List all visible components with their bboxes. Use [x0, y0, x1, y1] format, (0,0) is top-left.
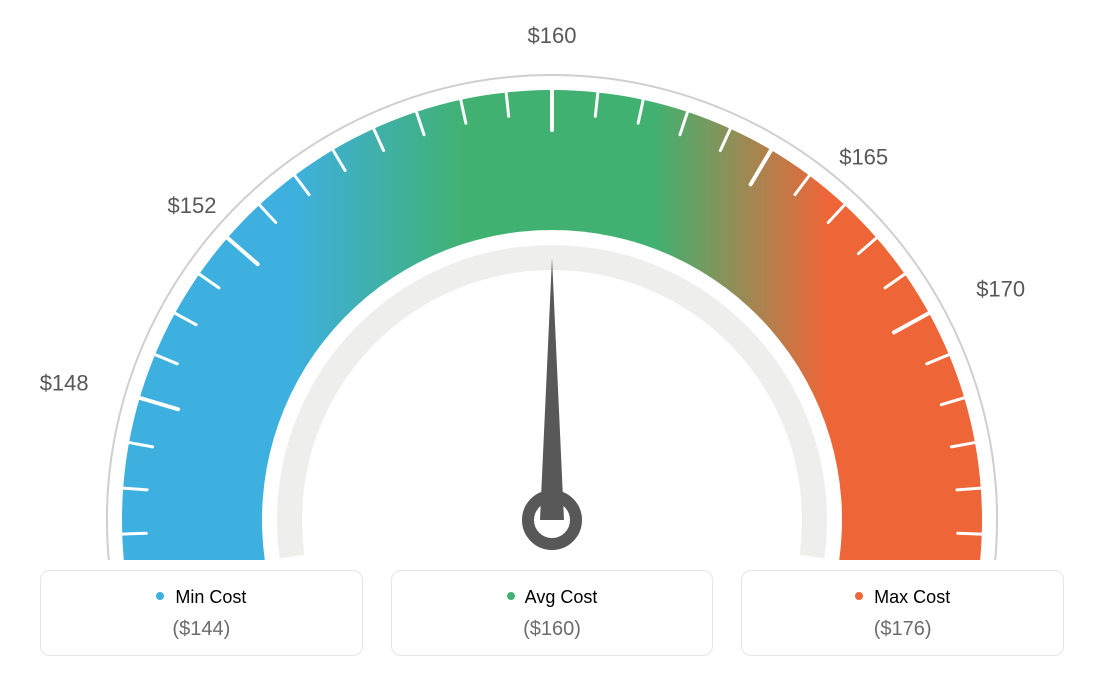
legend-min-title: Min Cost — [51, 587, 352, 608]
legend-max-value: ($176) — [752, 618, 1053, 641]
legend-min-value: ($144) — [51, 618, 352, 641]
legend-max-label: Max Cost — [874, 587, 950, 607]
legend-avg: Avg Cost ($160) — [391, 570, 714, 656]
legend-avg-value: ($160) — [402, 618, 703, 641]
legend-avg-title: Avg Cost — [402, 587, 703, 608]
svg-text:$148: $148 — [40, 370, 89, 395]
svg-text:$160: $160 — [528, 23, 577, 48]
gauge-svg: $144$148$152$160$165$170$176 — [0, 0, 1104, 560]
legend-max: Max Cost ($176) — [741, 570, 1064, 656]
svg-text:$152: $152 — [168, 193, 217, 218]
legend-max-title: Max Cost — [752, 587, 1053, 608]
svg-text:$170: $170 — [976, 276, 1025, 301]
legend-avg-label: Avg Cost — [525, 587, 598, 607]
dot-icon — [507, 592, 515, 600]
legend-min-label: Min Cost — [175, 587, 246, 607]
dot-icon — [156, 592, 164, 600]
legend-row: Min Cost ($144) Avg Cost ($160) Max Cost… — [0, 570, 1104, 656]
legend-min: Min Cost ($144) — [40, 570, 363, 656]
dot-icon — [855, 592, 863, 600]
cost-gauge: $144$148$152$160$165$170$176 — [0, 0, 1104, 560]
svg-text:$165: $165 — [839, 145, 888, 170]
